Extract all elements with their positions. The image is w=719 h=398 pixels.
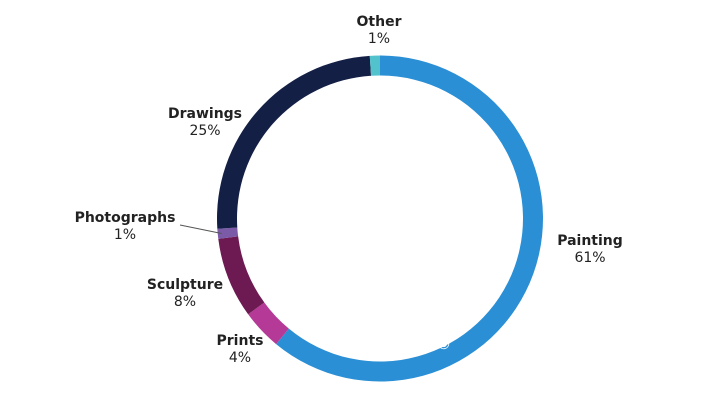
segment-label: Drawings xyxy=(168,106,242,122)
donut-segment xyxy=(218,236,265,315)
leader-line xyxy=(179,224,222,234)
segment-label: Other xyxy=(357,14,402,30)
value-label: 25% xyxy=(189,123,220,139)
donut-segment xyxy=(276,55,544,382)
value-label: 1% xyxy=(368,31,390,47)
donut-segment xyxy=(217,227,239,239)
donut-segment xyxy=(369,55,380,76)
value-label: 8% xyxy=(174,294,196,310)
donut-segment xyxy=(248,302,289,345)
donut-segment xyxy=(217,55,372,229)
segment-label: Painting xyxy=(557,233,623,249)
value-label: 1% xyxy=(114,227,136,243)
value-label: 4% xyxy=(229,350,251,366)
segment-label: Sculpture xyxy=(147,277,223,293)
value-label: 61% xyxy=(574,250,605,266)
segment-label: Photographs xyxy=(75,210,176,226)
segment-label: Prints xyxy=(217,333,264,349)
